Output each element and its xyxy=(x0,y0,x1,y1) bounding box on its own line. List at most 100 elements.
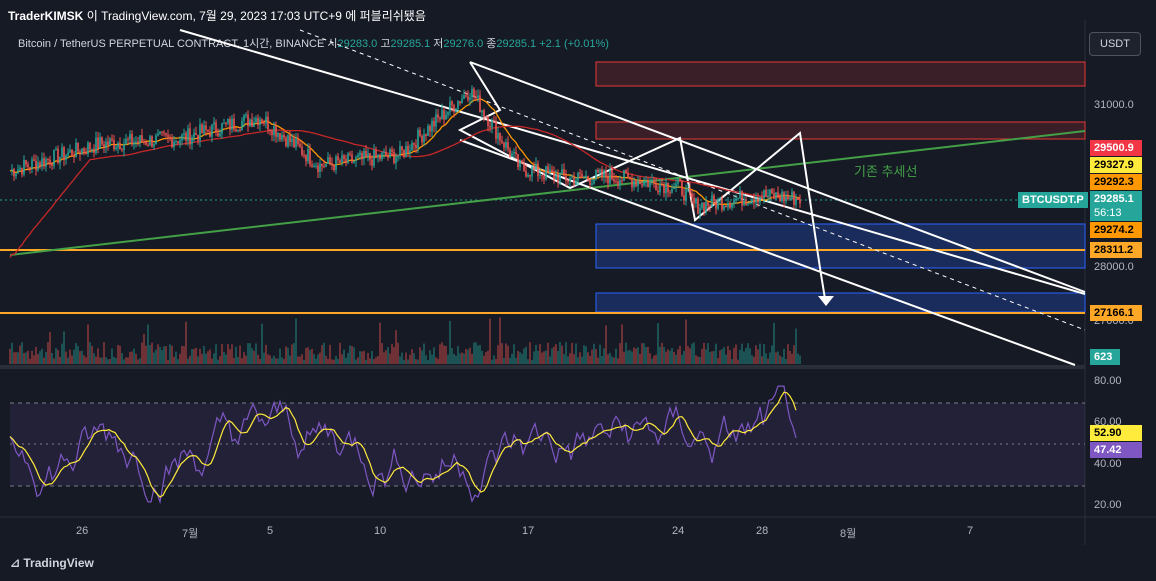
volume-bar xyxy=(167,359,169,364)
candle-body xyxy=(591,183,593,185)
volume-bar xyxy=(29,358,31,364)
volume-bar xyxy=(135,353,137,364)
volume-bar xyxy=(593,343,595,364)
candle-body xyxy=(115,147,117,150)
candle-body xyxy=(225,123,227,125)
volume-bar xyxy=(399,356,401,364)
volume-bar xyxy=(263,352,265,364)
volume-bar xyxy=(445,346,447,364)
volume-bar xyxy=(525,346,527,364)
volume-bar xyxy=(755,345,757,364)
volume-bar xyxy=(191,349,193,364)
volume-bar xyxy=(227,344,229,364)
volume-bar xyxy=(411,349,413,364)
volume-bar xyxy=(339,342,341,364)
channel-upper-line[interactable] xyxy=(469,61,1086,293)
volume-bar xyxy=(535,344,537,364)
candle-body xyxy=(695,198,697,204)
volume-bar xyxy=(309,350,311,364)
volume-bar xyxy=(447,354,449,364)
volume-bar xyxy=(515,357,517,364)
volume-bar xyxy=(369,358,371,364)
candle-body xyxy=(623,170,625,181)
volume-bar xyxy=(195,347,197,364)
candle-body xyxy=(669,192,671,194)
supply-zone-upper[interactable] xyxy=(595,61,1086,87)
candle-body xyxy=(169,136,171,139)
volume-bar xyxy=(11,342,13,364)
volume-bar xyxy=(299,356,301,364)
candle-body xyxy=(671,189,673,193)
candle-body xyxy=(393,151,395,164)
candle-body xyxy=(363,150,365,159)
volume-bar xyxy=(485,352,487,364)
author-name[interactable]: TraderKIMSK xyxy=(8,9,84,23)
candle-body xyxy=(727,203,729,208)
symbol-title[interactable]: Bitcoin / TetherUS PERPETUAL CONTRACT, 1… xyxy=(18,38,325,50)
candle-body xyxy=(315,165,317,167)
volume-bar xyxy=(315,358,317,364)
volume-bar xyxy=(573,354,575,364)
rsi-signal-line[interactable] xyxy=(9,391,797,498)
volume-bar xyxy=(373,359,375,364)
candle-body xyxy=(397,155,399,158)
tradingview-logo[interactable]: ⊿ TradingView xyxy=(10,556,94,570)
volume-bar xyxy=(173,356,175,364)
volume-bar xyxy=(317,354,319,364)
candle-body xyxy=(797,198,799,200)
volume-bar xyxy=(203,345,205,364)
volume-bar xyxy=(359,351,361,364)
candle-body xyxy=(221,123,223,134)
currency-button[interactable]: USDT xyxy=(1089,32,1141,56)
volume-bar xyxy=(171,345,173,364)
volume-bar xyxy=(193,348,195,364)
volume-bar xyxy=(649,353,651,364)
candle-body xyxy=(101,137,103,145)
rsi-signal-tag: 47.42 xyxy=(1090,442,1142,458)
volume-bar xyxy=(619,343,621,364)
candle-body xyxy=(541,174,543,176)
volume-bar xyxy=(479,344,481,364)
ma-red-line[interactable] xyxy=(9,125,801,258)
volume-bar xyxy=(233,358,235,364)
volume-bar xyxy=(473,342,475,364)
supply-zone-lower[interactable] xyxy=(595,121,1086,140)
volume-bar xyxy=(725,354,727,364)
volume-bar xyxy=(657,323,659,364)
channel-bottom-line[interactable] xyxy=(459,139,1076,366)
candle-body xyxy=(231,118,233,130)
candle-body xyxy=(739,190,741,199)
candle-body xyxy=(561,169,563,174)
long-trendline[interactable] xyxy=(9,130,1086,256)
time-axis-label: 17 xyxy=(522,525,535,537)
volume-bar xyxy=(483,355,485,364)
rsi-line[interactable] xyxy=(9,385,797,505)
candle-body xyxy=(423,134,425,143)
volume-bar xyxy=(495,358,497,364)
volume-bar xyxy=(343,349,345,364)
volume-bar xyxy=(353,347,355,364)
candle-body xyxy=(479,95,481,113)
trendline-annotation[interactable]: 기존 추세선 xyxy=(854,164,917,179)
candle-body xyxy=(569,177,571,182)
volume-bar xyxy=(567,356,569,364)
low-value: 29276.0 xyxy=(443,38,484,50)
volume-bar xyxy=(313,354,315,364)
volume-bar xyxy=(145,345,147,364)
volume-bar xyxy=(197,356,199,364)
candle-body xyxy=(167,135,169,137)
volume-bar xyxy=(455,355,457,364)
demand-zone-upper[interactable] xyxy=(595,223,1086,269)
volume-bar xyxy=(501,343,503,364)
candle-body xyxy=(425,134,427,136)
projection-zigzag[interactable] xyxy=(457,61,827,306)
candle-body xyxy=(685,188,687,201)
candle-body xyxy=(489,126,491,128)
channel-top-line[interactable] xyxy=(179,29,1086,295)
volume-bar xyxy=(679,345,681,364)
pane-separator[interactable] xyxy=(0,365,1085,369)
candle-body xyxy=(631,178,633,188)
price-tag: 29274.2 xyxy=(1090,222,1142,238)
volume-bar xyxy=(563,354,565,364)
